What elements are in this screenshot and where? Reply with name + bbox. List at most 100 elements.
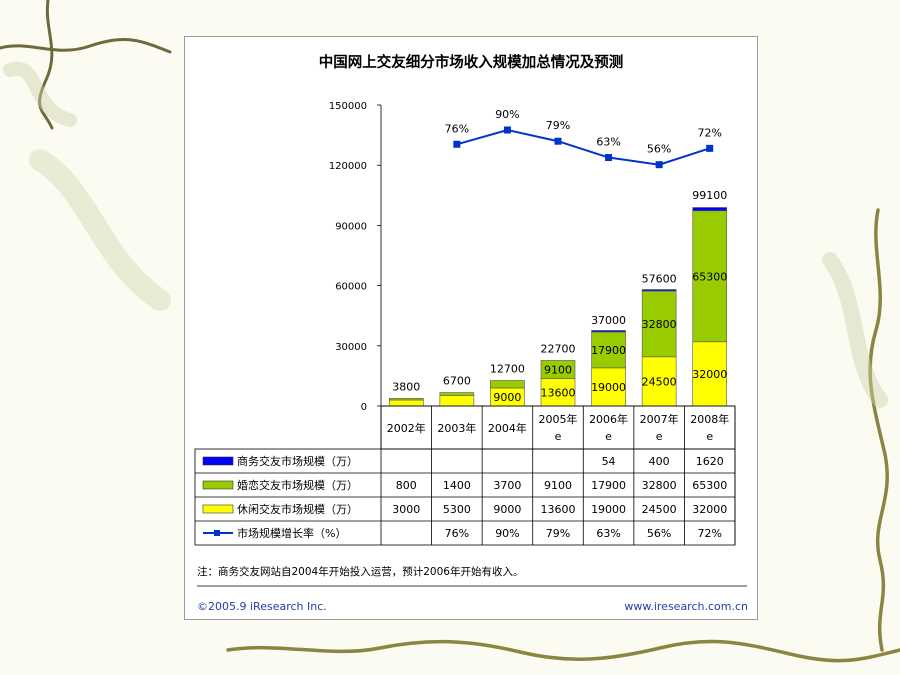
table-cell: 32800 xyxy=(642,479,677,492)
table-cell: 79% xyxy=(546,527,570,540)
bar-value-label: 17900 xyxy=(591,344,626,357)
growth-line-path xyxy=(456,128,711,166)
bar-series: 3800 6700 9000 12700 13600 9100 22700 19000 1790… xyxy=(388,189,728,407)
bar-total-label: 12700 xyxy=(490,363,525,376)
growth-line: 76% 90% 79% 63% 56% 72% xyxy=(445,108,722,169)
growth-point xyxy=(554,137,562,145)
bar-total-label: 3800 xyxy=(392,380,420,393)
table-cell: 3000 xyxy=(392,503,420,516)
legend-swatch xyxy=(202,504,234,514)
bar-total-label: 99100 xyxy=(692,189,727,202)
y-tick-label: 120000 xyxy=(329,161,367,172)
table-cell: 54 xyxy=(602,455,616,468)
table-cell: 13600 xyxy=(541,503,576,516)
bar-value-label: 32000 xyxy=(692,368,727,381)
bar-value-label: 13600 xyxy=(541,386,576,399)
table-cell: 1400 xyxy=(443,479,471,492)
y-tick-label: 60000 xyxy=(335,282,367,293)
growth-label: 90% xyxy=(495,108,519,121)
bar-segment xyxy=(692,207,728,212)
legend-label: 婚恋交友市场规模（万） xyxy=(237,478,358,492)
y-tick-label: 90000 xyxy=(335,221,367,232)
bar-total-label: 6700 xyxy=(443,375,471,388)
chart-title: 中国网上交友细分市场收入规模加总情况及预测 xyxy=(319,53,624,71)
table-cell: 72% xyxy=(697,527,721,540)
category-label: 2005年 xyxy=(539,412,578,426)
bar-segment xyxy=(490,380,525,389)
table-cell: 5300 xyxy=(443,503,471,516)
growth-label: 76% xyxy=(445,122,469,135)
bar-total-label: 37000 xyxy=(591,314,626,327)
y-tick-label: 150000 xyxy=(329,101,367,112)
category-label: 2004年 xyxy=(488,421,527,435)
data-table: 2002年 2003年 2004年 2005年 e 2006年 e 2007年 e 2008年 e 商… xyxy=(194,405,736,546)
bar-segment xyxy=(641,290,677,358)
growth-point xyxy=(605,154,613,162)
table-cell: 400 xyxy=(649,455,670,468)
table-cell: 90% xyxy=(495,527,519,540)
bar-segment xyxy=(388,398,424,401)
category-label: 2003年 xyxy=(437,421,476,435)
table-cell: 9000 xyxy=(493,503,521,516)
bar-segment xyxy=(692,341,728,407)
table-cell: 56% xyxy=(647,527,671,540)
growth-label: 72% xyxy=(697,126,721,139)
y-tick-label: 0 xyxy=(361,402,367,413)
legend-label: 市场规模增长率（%） xyxy=(237,526,346,540)
legend-swatch xyxy=(202,480,234,490)
table-cell: 63% xyxy=(596,527,620,540)
growth-label: 63% xyxy=(596,136,620,149)
table-cell: 1620 xyxy=(696,455,724,468)
table-cell: 19000 xyxy=(591,503,626,516)
legend-label: 商务交友市场规模（万） xyxy=(237,454,358,468)
table-cell: 17900 xyxy=(591,479,626,492)
bar-value-label: 24500 xyxy=(642,375,677,388)
category-label: 2008年 xyxy=(690,412,729,426)
category-label: 2007年 xyxy=(640,412,679,426)
y-tick-label: 30000 xyxy=(335,342,367,353)
growth-point xyxy=(503,126,511,134)
legend-label: 休闲交友市场规模（万） xyxy=(237,502,358,516)
growth-label: 56% xyxy=(647,143,671,156)
growth-point xyxy=(655,161,663,169)
bar-value-label: 19000 xyxy=(591,381,626,394)
bar-segment xyxy=(388,399,424,407)
bar-segment xyxy=(439,392,475,396)
bar-value-label: 32800 xyxy=(642,318,677,331)
footnote: 注：商务交友网站自2004年开始投入运营，预计2006年开始有收入。 xyxy=(197,565,523,578)
table-cell: 9100 xyxy=(544,479,572,492)
source-right: www.iresearch.com.cn xyxy=(624,600,748,613)
legend-swatch xyxy=(202,456,234,466)
chart-panel: 中国网上交友细分市场收入规模加总情况及预测 0 30000 60000 90000 12… xyxy=(184,36,758,620)
legend-marker xyxy=(214,530,220,536)
category-label: 2006年 xyxy=(589,412,628,426)
source-left: ©2005.9 iResearch Inc. xyxy=(197,600,327,613)
table-cell: 32000 xyxy=(692,503,727,516)
bar-value-label: 65300 xyxy=(692,270,727,283)
table-cell: 76% xyxy=(445,527,469,540)
bar-total-label: 22700 xyxy=(541,342,576,355)
table-cell: 24500 xyxy=(642,503,677,516)
bar-segment xyxy=(641,356,677,407)
table-cell: 65300 xyxy=(692,479,727,492)
bar-segment xyxy=(591,330,626,333)
bar-segment xyxy=(540,360,576,380)
table-cell: 3700 xyxy=(493,479,521,492)
bar-segment xyxy=(540,378,576,407)
bar-value-label: 9100 xyxy=(544,364,572,377)
bar-total-label: 57600 xyxy=(642,272,677,285)
bar-segment xyxy=(591,331,626,369)
category-suffix: e xyxy=(605,430,612,443)
bar-segment xyxy=(641,289,677,292)
table-cell: 800 xyxy=(396,479,417,492)
bar-segment xyxy=(591,367,626,407)
growth-point xyxy=(453,140,461,148)
growth-point xyxy=(706,144,714,152)
category-suffix: e xyxy=(706,430,713,443)
growth-label: 79% xyxy=(546,119,570,132)
bar-segment xyxy=(439,395,475,407)
category-suffix: e xyxy=(656,430,663,443)
bar-value-label: 9000 xyxy=(493,391,521,404)
category-label: 2002年 xyxy=(387,421,426,435)
